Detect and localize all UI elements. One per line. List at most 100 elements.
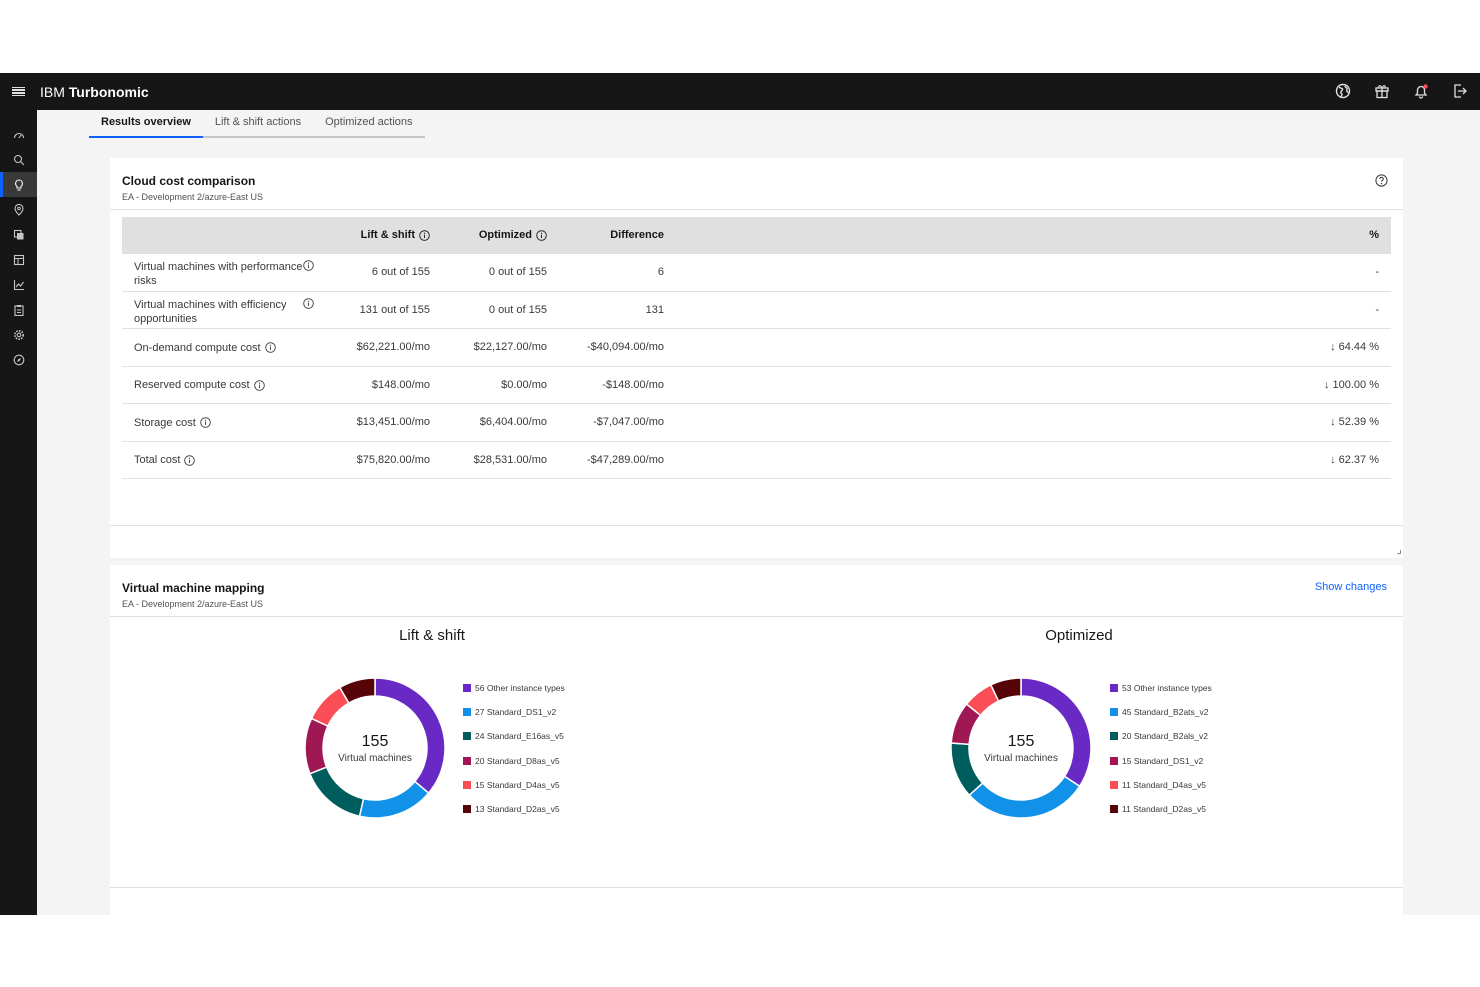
cell-difference: -$40,094.00/mo bbox=[586, 341, 664, 353]
tab-lift-shift-actions[interactable]: Lift & shift actions bbox=[202, 110, 314, 138]
cell-optimized: $28,531.00/mo bbox=[473, 453, 547, 466]
optimized-donut-chart: 155 Virtual machines bbox=[948, 675, 1094, 821]
cell-difference: -$7,047.00/mo bbox=[593, 416, 664, 428]
donut-slice[interactable] bbox=[989, 677, 1022, 703]
row-label: Virtual machines with efficiency opportu… bbox=[134, 298, 287, 325]
lift-shift-chart-title: Lift & shift bbox=[399, 627, 465, 644]
divider bbox=[110, 616, 1403, 617]
row-label: Total cost bbox=[134, 454, 181, 466]
legend-item: 13 Standard_D2as_v5 bbox=[463, 804, 565, 828]
legend-item: 15 Standard_DS1_v2 bbox=[1110, 756, 1212, 780]
header-lift-shift-label: Lift & shift bbox=[360, 229, 415, 241]
info-icon[interactable] bbox=[536, 229, 547, 241]
table-row: Reserved compute cost $148.00/mo $0.00/m… bbox=[122, 367, 1391, 404]
search-icon[interactable] bbox=[0, 147, 37, 172]
legend-swatch bbox=[463, 708, 471, 717]
info-icon[interactable] bbox=[200, 417, 211, 428]
help-icon[interactable] bbox=[1375, 174, 1388, 187]
clipboard-icon[interactable] bbox=[0, 297, 37, 322]
row-label: On-demand compute cost bbox=[134, 341, 261, 354]
logout-icon[interactable] bbox=[1452, 83, 1468, 99]
cloud-cost-card: Cloud cost comparison EA - Development 2… bbox=[110, 158, 1403, 558]
legend-label: 15 Standard_D4as_v5 bbox=[475, 779, 560, 790]
lightbulb-icon[interactable] bbox=[0, 172, 37, 197]
legend-swatch bbox=[463, 780, 471, 789]
header-difference[interactable]: Difference bbox=[610, 229, 664, 241]
legend-item: 20 Standard_D8as_v5 bbox=[463, 756, 565, 780]
legend-swatch bbox=[463, 804, 471, 813]
hamburger-icon bbox=[12, 86, 25, 97]
legend-label: 11 Standard_D4as_v5 bbox=[1122, 779, 1206, 790]
donut-center: 155 Virtual machines bbox=[302, 675, 448, 821]
info-icon[interactable] bbox=[419, 229, 430, 241]
gift-icon[interactable] bbox=[1374, 83, 1390, 99]
donut-total: 155 bbox=[361, 732, 389, 750]
tab-bar: Results overview Lift & shift actions Op… bbox=[89, 110, 425, 138]
legend-swatch bbox=[463, 732, 471, 741]
legend-item: 15 Standard_D4as_v5 bbox=[463, 780, 565, 804]
cell-percent: ↓ 52.39 % bbox=[1330, 416, 1379, 428]
header-percent[interactable]: % bbox=[1369, 229, 1379, 241]
legend-label: 11 Standard_D2as_v5 bbox=[1122, 803, 1206, 814]
cell-lift-shift: 6 out of 155 bbox=[371, 266, 430, 278]
location-icon[interactable] bbox=[0, 197, 37, 222]
tab-optimized-actions[interactable]: Optimized actions bbox=[313, 110, 425, 138]
legend-swatch bbox=[463, 684, 471, 692]
info-icon[interactable] bbox=[184, 454, 196, 466]
info-icon[interactable] bbox=[303, 260, 314, 271]
resize-handle[interactable] bbox=[1397, 550, 1401, 554]
divider bbox=[110, 209, 1403, 210]
cell-percent: ↓ 62.37 % bbox=[1330, 453, 1379, 466]
dashboard-icon[interactable] bbox=[0, 122, 37, 147]
cell-optimized: $22,127.00/mo bbox=[473, 341, 547, 353]
table-row: Virtual machines with efficiency opportu… bbox=[122, 292, 1391, 329]
copy-icon[interactable] bbox=[0, 222, 37, 247]
info-icon[interactable] bbox=[264, 342, 276, 353]
header-optimized[interactable]: Optimized bbox=[479, 229, 547, 241]
notification-icon[interactable] bbox=[1413, 83, 1429, 99]
tab-results-overview[interactable]: Results overview bbox=[89, 110, 203, 138]
table-row: Virtual machines with performance risks … bbox=[122, 254, 1391, 292]
mapping-card-subtitle: EA - Development 2/azure-East US bbox=[122, 599, 264, 609]
lift-shift-legend: 56 Other instance types 27 Standard_DS1_… bbox=[463, 683, 565, 828]
header-lift-shift[interactable]: Lift & shift bbox=[361, 229, 430, 241]
info-icon[interactable] bbox=[253, 379, 265, 391]
vm-mapping-card: Virtual machine mapping EA - Development… bbox=[110, 565, 1403, 915]
legend-label: 20 Standard_D8as_v5 bbox=[475, 755, 560, 766]
cell-optimized: 0 out of 155 bbox=[488, 303, 547, 316]
legend-label: 15 Standard_DS1_v2 bbox=[1122, 755, 1204, 766]
left-sidebar bbox=[0, 110, 37, 915]
info-icon[interactable] bbox=[303, 297, 314, 309]
brand-logo[interactable]: IBM Turbonomic bbox=[40, 84, 149, 100]
brand-prefix: IBM bbox=[40, 84, 65, 100]
menu-button[interactable] bbox=[0, 73, 37, 110]
header-optimized-label: Optimized bbox=[478, 229, 532, 241]
cell-percent: - bbox=[1375, 266, 1379, 278]
settings-icon[interactable] bbox=[0, 322, 37, 347]
cell-percent: ↓ 100.00 % bbox=[1323, 378, 1379, 391]
cell-lift-shift: 131 out of 155 bbox=[359, 303, 430, 316]
donut-slice[interactable] bbox=[338, 677, 376, 705]
cell-difference: -$148.00/mo bbox=[602, 378, 664, 391]
legend-swatch bbox=[1110, 756, 1118, 765]
lift-shift-donut-chart: 155 Virtual machines bbox=[302, 675, 448, 821]
compass-icon[interactable] bbox=[0, 347, 37, 372]
table-row: Storage cost $13,451.00/mo $6,404.00/mo … bbox=[122, 404, 1391, 442]
table-icon[interactable] bbox=[0, 247, 37, 272]
legend-item: 45 Standard_B2ats_v2 bbox=[1110, 707, 1212, 731]
cell-optimized: 0 out of 155 bbox=[488, 266, 547, 278]
legend-swatch bbox=[1110, 684, 1118, 692]
show-changes-link[interactable]: Show changes bbox=[1314, 581, 1387, 593]
optimized-donut-svg bbox=[950, 677, 1092, 819]
cell-optimized: $0.00/mo bbox=[501, 378, 547, 391]
legend-item: 24 Standard_E16as_v5 bbox=[463, 731, 565, 755]
optimized-legend: 53 Other instance types 45 Standard_B2at… bbox=[1110, 683, 1212, 828]
cell-percent: - bbox=[1375, 303, 1379, 316]
cell-percent: ↓ 64.44 % bbox=[1330, 341, 1379, 353]
legend-label: 13 Standard_D2as_v5 bbox=[475, 803, 560, 814]
chart-icon[interactable] bbox=[0, 272, 37, 297]
legend-swatch bbox=[463, 756, 471, 765]
legend-label: 56 Other instance types bbox=[475, 683, 565, 693]
globe-icon[interactable] bbox=[1335, 83, 1351, 99]
legend-item: 11 Standard_D4as_v5 bbox=[1110, 780, 1212, 804]
